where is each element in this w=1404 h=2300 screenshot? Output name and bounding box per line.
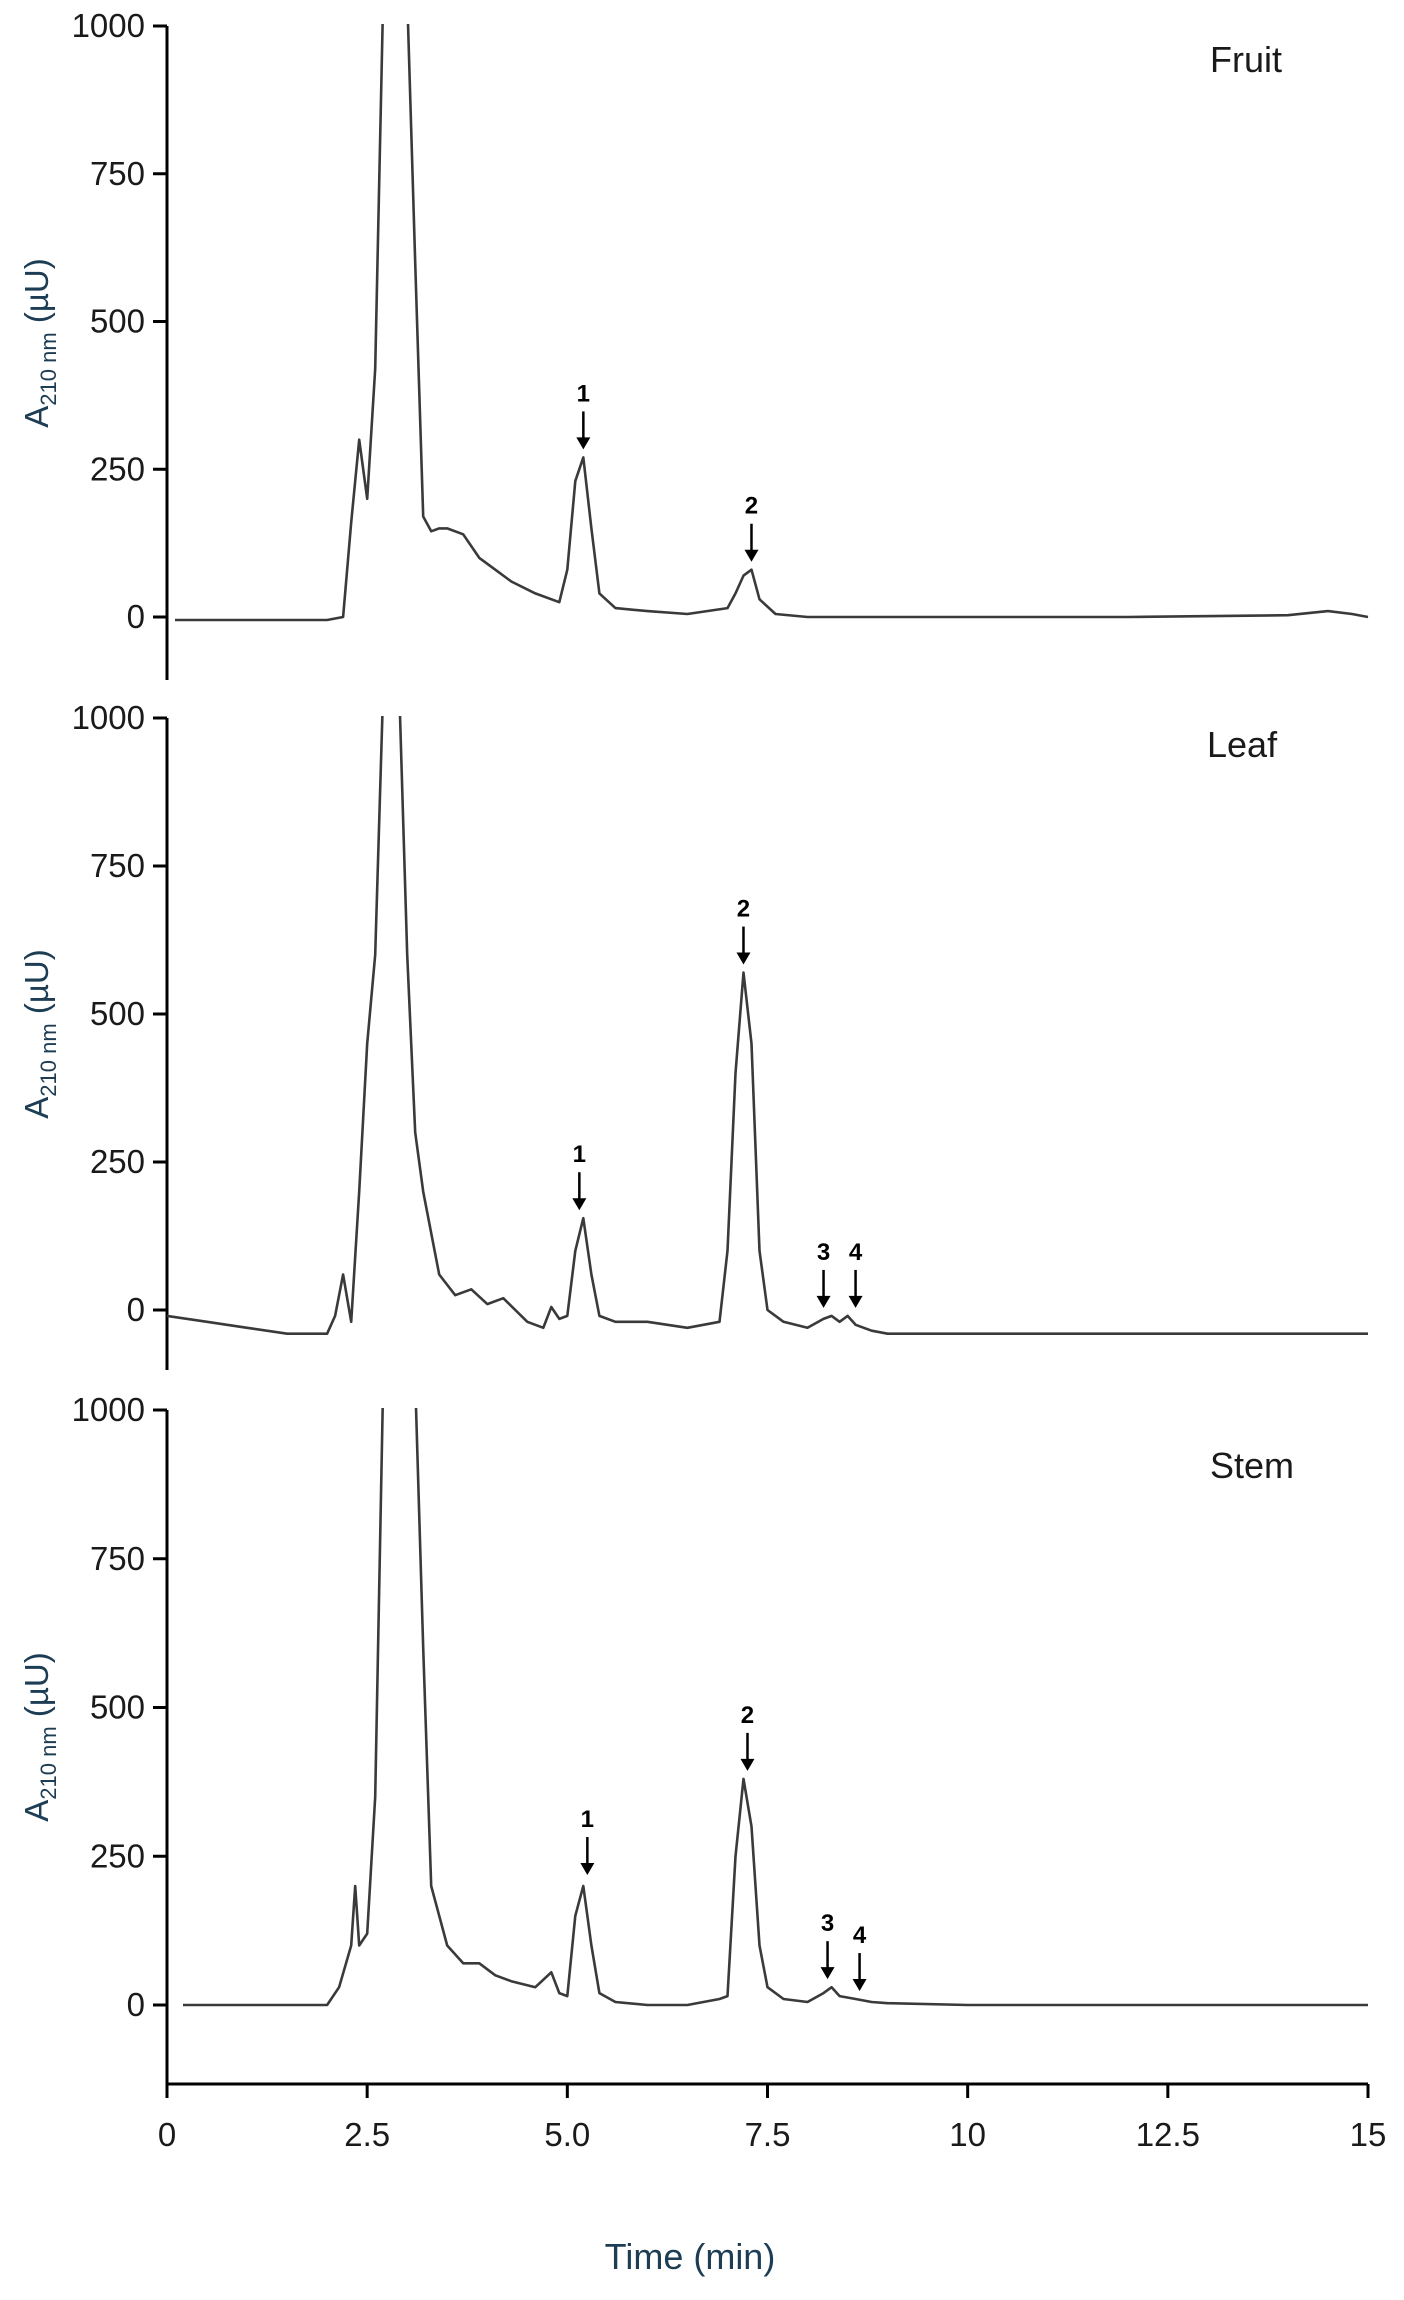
y-tick-label: 750: [90, 1540, 145, 1577]
peak-label: 4: [853, 1922, 867, 1949]
chromatogram-trace-fruit: [175, 24, 1369, 622]
x-tick-label: 15: [1350, 2116, 1387, 2153]
y-tick-label: 0: [127, 1291, 145, 1328]
y-axis-title: A210 nm (µU): [18, 949, 61, 1118]
peak-arrowhead: [816, 1295, 831, 1308]
peak-label: 1: [581, 1806, 594, 1833]
peak-arrowhead: [580, 1863, 595, 1876]
peak-arrowhead: [848, 1295, 863, 1308]
x-axis-title: Time (min): [605, 2236, 776, 2277]
y-tick-label: 500: [90, 303, 145, 340]
peak-arrowhead: [736, 952, 751, 965]
x-tick-label: 5.0: [544, 2116, 590, 2153]
y-tick-label: 250: [90, 1143, 145, 1180]
y-axis-title: A210 nm (µU): [18, 1652, 61, 1821]
y-tick-label: 0: [127, 1986, 145, 2023]
panel-label-fruit: Fruit: [1210, 39, 1282, 80]
y-tick-label: 1000: [72, 7, 145, 44]
peak-label: 2: [745, 493, 758, 520]
y-tick-label: 0: [127, 598, 145, 635]
peak-label: 1: [577, 380, 590, 407]
x-tick-label: 12.5: [1136, 2116, 1200, 2153]
peak-arrowhead: [852, 1979, 867, 1992]
peak-label: 3: [817, 1239, 830, 1266]
y-axis-title: A210 nm (µU): [18, 258, 61, 427]
peak-label: 4: [849, 1239, 863, 1266]
peak-label: 2: [737, 896, 750, 923]
x-tick-label: 10: [949, 2116, 986, 2153]
panel-label-stem: Stem: [1210, 1445, 1294, 1486]
x-tick-label: 0: [158, 2116, 176, 2153]
panel-label-leaf: Leaf: [1207, 724, 1278, 765]
y-tick-label: 250: [90, 1837, 145, 1874]
x-tick-label: 2.5: [344, 2116, 390, 2153]
peak-label: 2: [741, 1702, 754, 1729]
y-tick-label: 750: [90, 155, 145, 192]
peak-arrowhead: [576, 437, 591, 450]
y-tick-label: 1000: [72, 1391, 145, 1428]
y-tick-label: 750: [90, 847, 145, 884]
x-tick-label: 7.5: [745, 2116, 791, 2153]
chromatogram-trace-leaf: [167, 716, 1368, 1335]
y-tick-label: 1000: [72, 699, 145, 736]
peak-label: 1: [573, 1141, 586, 1168]
peak-arrowhead: [820, 1967, 835, 1980]
peak-arrowhead: [572, 1198, 587, 1211]
y-tick-label: 500: [90, 1689, 145, 1726]
peak-arrowhead: [744, 549, 759, 562]
chromatogram-trace-stem: [183, 1408, 1368, 2007]
peak-label: 3: [821, 1910, 834, 1937]
peak-arrowhead: [740, 1758, 755, 1771]
y-tick-label: 500: [90, 995, 145, 1032]
y-tick-label: 250: [90, 450, 145, 487]
